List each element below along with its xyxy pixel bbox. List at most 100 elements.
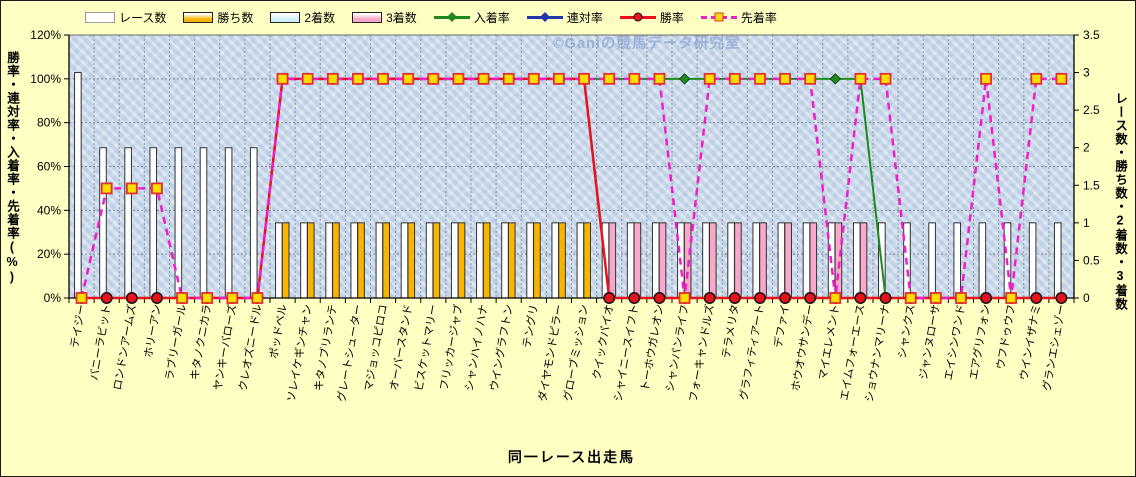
marker-square-先着率 [326, 72, 339, 85]
x-axis-label: ホリーアン [142, 303, 164, 359]
watermark: ©Ganiの競馬データ研究室 [553, 36, 741, 52]
bar-races [727, 222, 735, 299]
x-axis-label: エイシンワンド [943, 303, 968, 381]
marker-square-先着率 [226, 292, 239, 304]
legend-label: 連対率 [566, 10, 603, 25]
bar-勝ち数 [533, 222, 541, 299]
line-先着率 [80, 77, 1062, 300]
marker-square-先着率 [301, 72, 314, 85]
bar-races [425, 222, 434, 299]
bar-races [224, 147, 233, 299]
x-axis-label: テイジー [69, 303, 88, 348]
bar-races [852, 222, 861, 299]
marker-square-先着率 [452, 72, 465, 85]
bar-races [149, 147, 158, 299]
x-axis-label: ジャンヌローサ [917, 303, 943, 380]
x-axis-title: 同一レース出走馬 [507, 449, 636, 465]
left-axis-tick-label: 120% [30, 28, 61, 42]
marker-circle-勝率 [779, 292, 792, 304]
legend-line-swatch [619, 11, 656, 23]
bar-勝ち数 [482, 222, 491, 299]
x-axis-label: グランエシェゾー [1039, 303, 1068, 392]
bar-races [325, 222, 333, 299]
bar-races [174, 147, 183, 299]
legend-bar-swatch [183, 11, 214, 23]
x-axis-label: キタノブリランテ [311, 303, 340, 392]
marker-circle-勝率 [703, 292, 716, 304]
marker-square-先着率 [779, 72, 791, 85]
legend-label: レース数 [119, 10, 167, 25]
marker-square-先着率 [251, 292, 264, 304]
bar-勝ち数 [507, 222, 516, 299]
x-axis-label: ヤンキーバローズ [210, 303, 239, 391]
x-axis-label: テラメリタ [719, 303, 741, 359]
marker-square-先着率 [854, 72, 867, 85]
x-axis-label: グレートシューター [334, 303, 365, 403]
bar-races [124, 147, 132, 299]
marker-square-先着率 [628, 72, 641, 85]
marker-circle-勝率 [150, 292, 163, 304]
x-axis-label: ダイヤモンドピラー [535, 303, 566, 403]
marker-square-先着率 [728, 72, 741, 85]
x-axis-label: クレオズニードル [235, 303, 264, 392]
legend-label: 入着率 [473, 10, 510, 25]
legend-label: 先着率 [740, 10, 777, 25]
bar-races [249, 147, 258, 299]
marker-square-先着率 [553, 72, 565, 85]
bar-勝ち数 [558, 222, 566, 299]
bar-races [375, 222, 384, 299]
marker-square-先着率 [502, 72, 515, 85]
x-axis-label: トーホウガレオン [638, 303, 666, 392]
marker-square-先着率 [929, 292, 942, 304]
bar-races [651, 222, 660, 299]
marker-circle-勝率 [980, 292, 993, 304]
x-axis-label: ポッドベル [267, 303, 289, 359]
bar-勝ち数 [357, 222, 365, 299]
bar-勝ち数 [382, 222, 390, 299]
x-axis-label: ソレイケギンチャン [285, 303, 315, 403]
bar-races [702, 222, 710, 299]
bar-races [199, 147, 208, 299]
x-axis-label: テングリ [519, 303, 540, 349]
marker-square-先着率 [527, 72, 540, 85]
x-axis-label: ラブリーガール [162, 303, 189, 381]
bar-races [400, 222, 409, 299]
bar-races [300, 222, 308, 299]
marker-circle-勝率 [804, 292, 817, 304]
bar-races [802, 222, 811, 299]
square-marker-icon [714, 12, 724, 22]
bar-3着数 [633, 222, 642, 299]
bar-races [476, 222, 484, 299]
legend-bar-swatch [352, 11, 383, 23]
x-axis-label: エイムフォーエース [838, 303, 868, 401]
right-axis-tick-label: 2 [1083, 141, 1090, 155]
x-axis-label: クイックバイオ [590, 303, 616, 381]
bar-races [1053, 222, 1062, 299]
right-axis-tick-label: 0 [1083, 291, 1090, 305]
legend: レース数 勝ち数 2着数 3着数 入着率 連対率 勝率 先着率 [85, 7, 777, 27]
bar-races [99, 147, 107, 299]
x-axis-label: ウインイザナミ [1017, 303, 1043, 381]
bar-races [978, 222, 987, 299]
bar-races [501, 222, 509, 299]
legend-label: 2着数 [304, 10, 336, 25]
marker-square-先着率 [653, 72, 666, 85]
x-axis-label: ホウオウサンデー [788, 303, 817, 392]
bar-races [450, 222, 459, 299]
marker-square-先着率 [1030, 72, 1043, 85]
marker-square-先着率 [703, 72, 716, 85]
bar-勝ち数 [457, 222, 466, 299]
x-axis-label: オーバースタンド [387, 303, 415, 391]
marker-square-先着率 [1005, 292, 1018, 304]
right-axis-tick-label: 3 [1083, 66, 1090, 80]
x-axis-label: マジョッコピロコ [362, 303, 390, 392]
marker-square-先着率 [125, 182, 138, 195]
x-axis-label: ロンドンアームズ [110, 303, 139, 391]
marker-circle-勝率 [1055, 292, 1068, 304]
right-axis-tick-label: 1 [1083, 216, 1090, 230]
left-axis-tick-label: 80% [37, 116, 61, 130]
legend-line-swatch [433, 11, 470, 23]
marker-circle-勝率 [1030, 292, 1043, 304]
x-axis-label: フォーキャンドルズ [686, 303, 717, 403]
bar-races [74, 72, 82, 299]
